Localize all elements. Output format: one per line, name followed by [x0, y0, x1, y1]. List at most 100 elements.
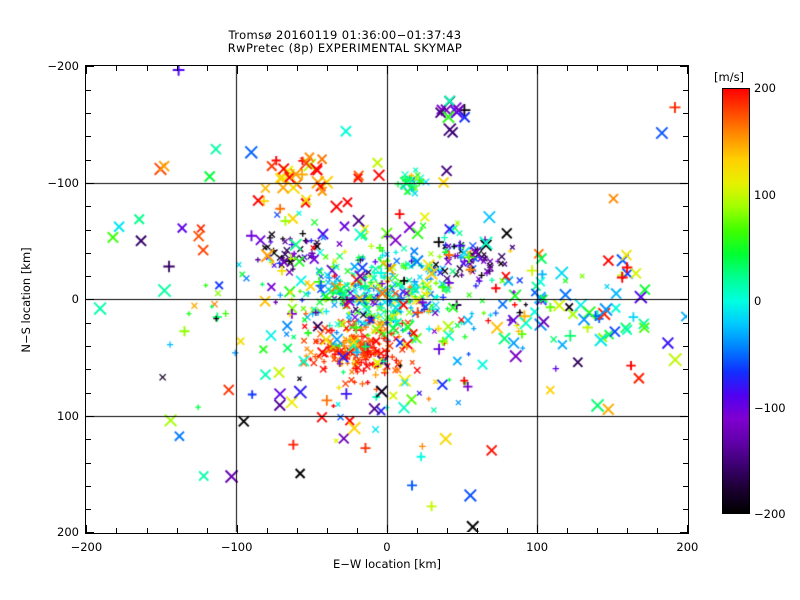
chart-title-line2: RwPretec (8p) EXPERIMENTAL SKYMAP [227, 41, 463, 55]
tick-mark [86, 439, 92, 441]
tick-mark [86, 66, 95, 68]
x-axis-label: E−W location [km] [332, 557, 442, 571]
tick-mark [86, 229, 92, 231]
tick-mark [687, 524, 689, 533]
x-tick-label: −200 [70, 540, 103, 554]
tick-mark [682, 206, 688, 208]
tick-mark [326, 527, 328, 533]
tick-mark [682, 89, 688, 91]
tick-mark [236, 524, 238, 533]
tick-mark [86, 346, 92, 347]
tick-mark [86, 322, 92, 324]
tick-mark [657, 527, 659, 533]
tick-mark [682, 159, 688, 161]
tick-mark [86, 392, 92, 394]
tick-mark [236, 66, 238, 75]
tick-mark [86, 136, 92, 138]
tick-mark [116, 66, 118, 72]
x-tick-label: 0 [383, 540, 391, 554]
tick-mark [682, 485, 688, 487]
tick-mark [86, 415, 95, 417]
colorbar-tick-label: −200 [754, 507, 786, 521]
tick-mark [679, 532, 688, 534]
gridlines [86, 66, 687, 532]
y-axis-label: N−S location [km] [19, 246, 33, 353]
tick-mark [206, 527, 208, 533]
tick-mark [296, 66, 298, 72]
y-tick-label: −200 [47, 59, 79, 74]
tick-mark [682, 136, 688, 138]
tick-mark [627, 527, 629, 533]
y-tick-label: −100 [47, 175, 79, 190]
colorbar-tick-label: −100 [754, 400, 786, 415]
colorbar-tick-label: 200 [754, 81, 776, 95]
tick-mark [682, 229, 688, 231]
tick-mark [597, 527, 599, 533]
tick-mark [326, 66, 328, 72]
tick-mark [507, 527, 509, 533]
tick-mark [86, 462, 92, 464]
tick-mark [146, 66, 148, 72]
tick-mark [507, 66, 509, 72]
tick-mark [477, 527, 479, 533]
tick-mark [679, 182, 688, 184]
tick-mark [682, 392, 688, 394]
tick-mark [266, 527, 268, 533]
tick-mark [86, 532, 95, 534]
tick-mark [86, 509, 92, 511]
tick-mark [679, 415, 688, 417]
x-tick-label: −100 [220, 540, 253, 554]
tick-mark [687, 66, 689, 75]
tick-mark [416, 66, 418, 72]
y-tick-label: 100 [57, 408, 79, 423]
chart-title-line1: Tromsø 20160119 01:36:00−01:37:43 [228, 28, 462, 42]
tick-mark [567, 527, 569, 533]
y-tick-label: 200 [57, 525, 79, 540]
tick-mark [116, 527, 118, 533]
tick-mark [86, 299, 95, 301]
x-tick-label: 100 [526, 540, 549, 554]
tick-mark [682, 439, 688, 441]
tick-mark [86, 66, 88, 75]
tick-mark [176, 527, 178, 533]
tick-mark [682, 369, 688, 371]
colorbar-gradient [722, 88, 750, 514]
tick-mark [537, 66, 539, 75]
tick-mark [86, 276, 92, 278]
tick-mark [386, 66, 388, 75]
plot-area [85, 65, 689, 534]
tick-mark [682, 322, 688, 324]
tick-mark [86, 113, 92, 114]
tick-mark [296, 527, 298, 533]
tick-mark [86, 89, 92, 91]
tick-mark [176, 66, 178, 72]
x-tick-label: 200 [676, 540, 699, 554]
tick-mark [86, 369, 92, 371]
tick-mark [597, 66, 599, 72]
tick-mark [657, 66, 659, 72]
tick-mark [682, 113, 688, 114]
tick-mark [682, 252, 688, 254]
tick-mark [386, 524, 388, 533]
tick-mark [356, 527, 358, 533]
tick-mark [682, 462, 688, 464]
tick-mark [682, 276, 688, 278]
tick-mark [206, 66, 208, 72]
tick-mark [567, 66, 569, 72]
tick-mark [356, 66, 358, 72]
tick-mark [86, 252, 92, 254]
tick-mark [266, 66, 268, 72]
tick-mark [447, 527, 448, 533]
tick-mark [682, 509, 688, 511]
tick-mark [86, 159, 92, 161]
tick-mark [146, 527, 148, 533]
colorbar-unit-label: [m/s] [714, 70, 745, 84]
tick-mark [477, 66, 479, 72]
tick-mark [679, 299, 688, 301]
tick-mark [682, 346, 688, 347]
tick-mark [86, 182, 95, 184]
tick-mark [627, 66, 629, 72]
tick-mark [416, 527, 418, 533]
tick-mark [537, 524, 539, 533]
